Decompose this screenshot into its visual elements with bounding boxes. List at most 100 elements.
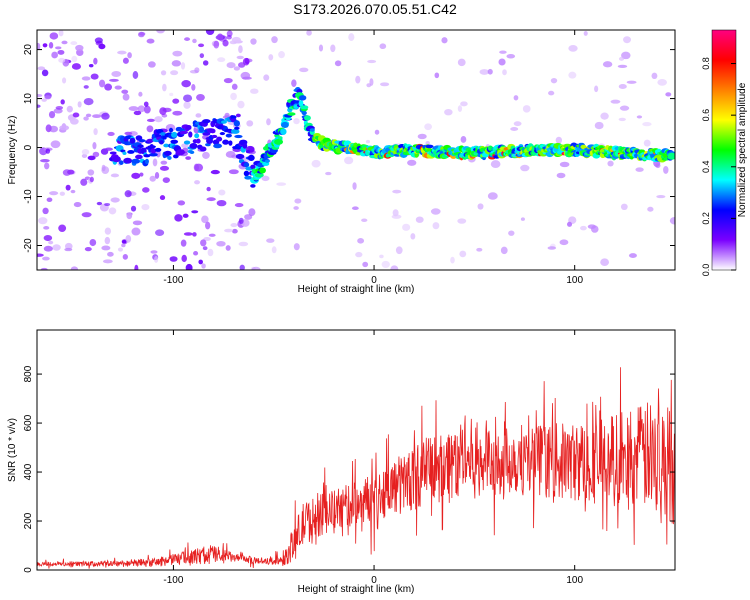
colorbar-tick-label: 0.0	[701, 264, 711, 277]
spectrogram-ridge-cell	[170, 139, 179, 144]
spectrogram-noise	[513, 95, 519, 101]
spectrogram-noise	[618, 56, 625, 61]
spectrogram-ridge-cell	[198, 126, 205, 133]
spectrogram-noise	[293, 206, 299, 210]
spectrogram-ridge-cell	[309, 128, 315, 132]
spectrogram-noise	[62, 77, 67, 84]
spectrogram-y-ticks: -20 -10 0 10 20	[23, 44, 675, 253]
spectrogram-ridge-cell	[245, 149, 251, 154]
spectrogram-noise	[55, 46, 62, 50]
spectrogram-noise	[101, 112, 110, 120]
spectrogram-ridge-cell	[135, 154, 143, 160]
spectrogram-noise	[568, 71, 577, 79]
spectrogram-ridge-cell	[259, 167, 266, 174]
spectrogram-noise	[171, 60, 182, 67]
spectrogram-ridge-cell	[188, 131, 193, 138]
spectrogram-noise	[46, 197, 53, 202]
spectrogram-noise	[626, 80, 637, 84]
spectrogram-noise	[522, 105, 531, 113]
spectrogram-noise	[198, 259, 203, 265]
spectrogram-y-tick-label: -20	[23, 238, 34, 253]
spectrogram-noise	[75, 44, 84, 52]
spectrogram-noise	[628, 253, 637, 258]
spectrogram-noise	[594, 121, 604, 130]
spectrogram-noise	[59, 191, 66, 196]
spectrogram-noise	[81, 148, 90, 155]
spectrogram-noise	[177, 200, 186, 206]
spectrogram-noise	[425, 141, 430, 145]
spectrogram-noise	[498, 58, 506, 66]
spectrogram-noise	[238, 45, 243, 54]
spectrogram-noise	[600, 258, 610, 267]
spectrogram-noise	[235, 113, 241, 118]
spectrogram-ridge-cell	[144, 158, 149, 165]
spectrogram-noise	[42, 43, 48, 48]
spectrogram-noise	[566, 221, 573, 227]
spectrogram-noise	[87, 169, 95, 176]
spectrogram-noise	[71, 55, 78, 63]
spectrogram-x-tick-label: -100	[163, 275, 183, 286]
spectrogram-noise	[230, 92, 237, 101]
spectrogram-noise	[189, 69, 199, 74]
snr-x-tick-label: -100	[163, 575, 183, 586]
spectrogram-ridge-cell	[109, 151, 117, 155]
spectrogram-noise	[124, 131, 133, 136]
snr-y-axis-label: SNR (10 * v/v)	[7, 418, 18, 482]
spectrogram-noise	[104, 236, 111, 245]
spectrogram-ridge-cell	[131, 158, 141, 164]
spectrogram-noise	[131, 227, 141, 236]
snr-x-tick-label: 100	[566, 575, 583, 586]
spectrogram-noise	[623, 36, 631, 44]
spectrogram-noise	[206, 186, 211, 192]
spectrogram-noise	[224, 112, 230, 119]
spectrogram-noise	[169, 256, 178, 262]
spectrogram-ridge-cell	[234, 126, 240, 130]
spectrogram-noise	[183, 232, 193, 236]
spectrogram-noise	[185, 156, 192, 160]
spectrogram-noise	[490, 160, 501, 169]
colorbar-tick-label: 0.4	[701, 161, 711, 174]
spectrogram-noise	[132, 71, 139, 79]
spectrogram-noise	[110, 173, 120, 178]
spectrogram-noise	[64, 247, 73, 252]
spectrogram-noise	[191, 83, 196, 91]
spectrogram-noise	[104, 202, 111, 207]
spectrogram-noise	[510, 127, 519, 131]
spectrogram-noise	[276, 182, 287, 186]
spectrogram-noise	[37, 42, 41, 51]
snr-y-tick-label: 800	[23, 365, 34, 382]
spectrogram-noise	[40, 159, 50, 163]
figure-title: S173.2026.070.05.51.C42	[293, 1, 457, 17]
spectrogram-noise	[617, 64, 628, 68]
snr-x-tick-label: 0	[371, 575, 377, 586]
spectrogram-noise	[390, 265, 399, 270]
spectrogram-noise	[43, 245, 53, 252]
spectrogram-noise	[201, 263, 206, 269]
spectrogram-noise	[618, 84, 627, 90]
spectrogram-noise	[180, 62, 186, 70]
spectrogram-noise	[60, 99, 65, 105]
spectrogram-noise	[547, 246, 557, 250]
spectrogram-noise	[210, 169, 220, 175]
spectrogram-noise	[132, 220, 143, 226]
spectrogram-ridge-cell	[122, 151, 127, 156]
spectrogram-noise	[508, 230, 515, 236]
spectrogram-noise	[205, 221, 211, 230]
snr-x-axis-label: Height of straight line (km)	[298, 584, 415, 595]
spectrogram-ridge-cell	[183, 140, 191, 145]
spectrogram-ridge-cell	[254, 172, 264, 178]
spectrogram-noise	[311, 159, 321, 168]
spectrogram-noise	[234, 203, 244, 208]
spectrogram-ridge-cell	[160, 132, 166, 136]
spectrogram-noise	[357, 238, 365, 244]
spectrogram-ridge-cell	[230, 129, 240, 134]
spectrogram-ridge-cell	[138, 139, 146, 143]
spectrogram-noise	[487, 192, 498, 200]
spectrogram-noise	[415, 216, 424, 223]
spectrogram-noise	[89, 238, 97, 247]
spectrogram-noise	[250, 38, 257, 45]
spectrogram-noise	[330, 44, 336, 53]
spectrogram-noise	[520, 164, 530, 172]
spectrogram-noise	[450, 256, 455, 264]
spectrogram-noise	[374, 129, 380, 135]
